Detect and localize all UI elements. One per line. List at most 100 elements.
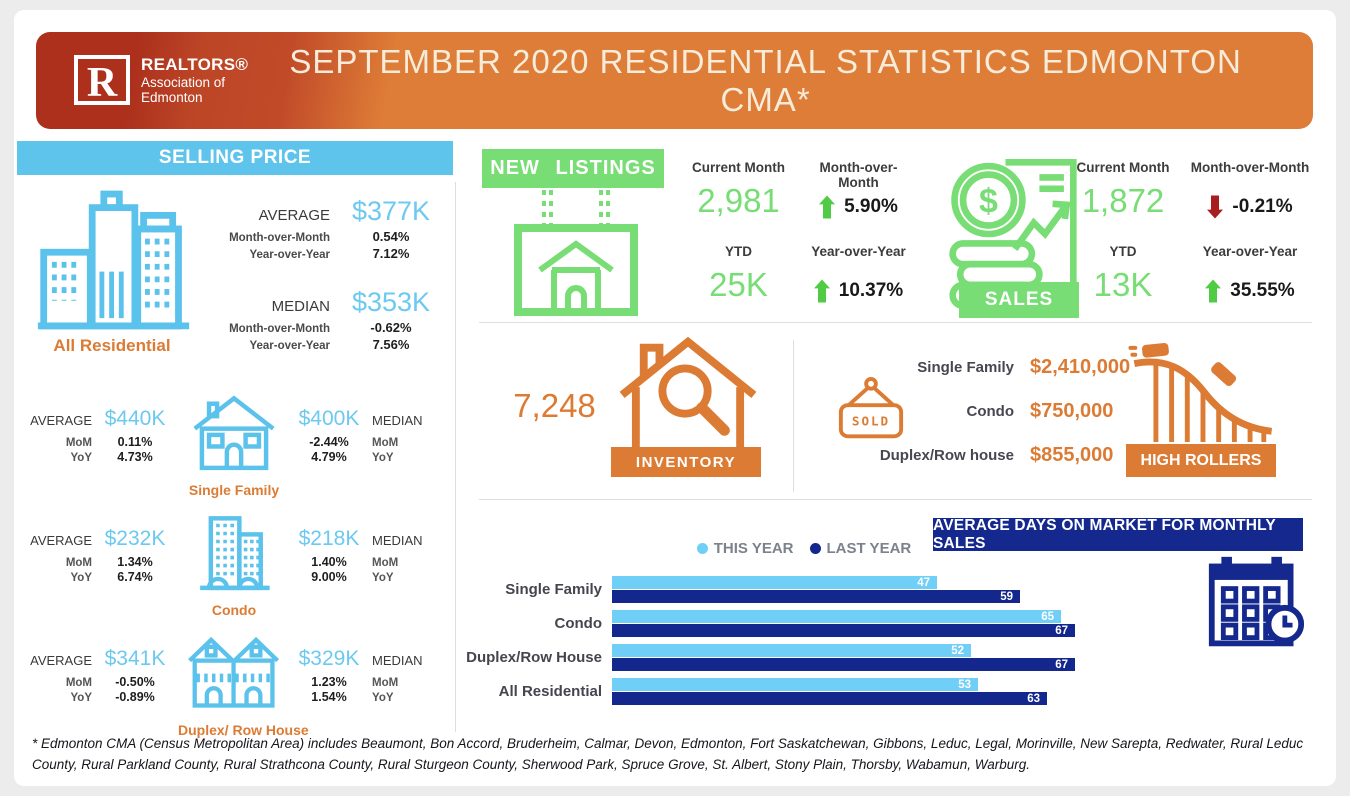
- sales-yoy: 35.55%: [1230, 280, 1295, 301]
- current-month-label: Current Month: [692, 160, 785, 175]
- average-label: AVERAGE: [258, 207, 330, 224]
- chart-bar: 63: [612, 692, 1047, 705]
- section-divider: [479, 322, 1312, 323]
- legend-dot-icon: [809, 543, 821, 554]
- average-label: AVERAGE: [30, 653, 92, 668]
- bar-value: 63: [1027, 692, 1040, 705]
- duplex-icon: [188, 636, 280, 708]
- mom-label: MoM: [372, 557, 399, 569]
- yoy-value: -0.89%: [115, 690, 155, 704]
- yoy-label: Year-over-Year: [1202, 244, 1298, 259]
- median-label: MEDIAN: [372, 413, 423, 428]
- inventory-count: 7,248: [513, 387, 596, 424]
- sales-mom: -0.21%: [1232, 196, 1293, 217]
- high-roller-value: $855,000: [1030, 444, 1114, 466]
- all-residential-stats: AVERAGE $377K Month-over-Month 0.54% Year-…: [212, 196, 452, 354]
- new-listings-current-month: 2,981: [697, 182, 780, 219]
- high-roller-label: Single Family: [917, 359, 1014, 376]
- yoy-value: 1.54%: [311, 690, 347, 704]
- yoy-value: 7.56%: [372, 337, 410, 352]
- selling-price-row-duplex: AVERAGE $341K MoM -0.50% YoY -0.89% Duplex/…: [28, 633, 440, 745]
- average-price: $377K: [351, 196, 431, 226]
- average-price: $440K: [104, 407, 166, 430]
- current-month-label: Current Month: [1076, 160, 1170, 175]
- calendar-clock-icon: [1208, 556, 1305, 647]
- median-price: $400K: [298, 407, 360, 430]
- new-listings-yoy: 10.37%: [838, 280, 904, 301]
- trend-arrow-icon: [819, 195, 836, 219]
- chart-row: All Residential 53 63: [454, 678, 1314, 705]
- legend-item-last-year: LAST YEAR: [809, 540, 911, 557]
- high-roller-label: Duplex/Row house: [879, 447, 1014, 464]
- page-title: SEPTEMBER 2020 RESIDENTIAL STATISTICS ED…: [289, 42, 1242, 118]
- bar-value: 65: [1041, 610, 1054, 623]
- section-divider: [479, 499, 1312, 500]
- yoy-value: 6.74%: [117, 570, 153, 584]
- sales-current-month: 1,872: [1081, 182, 1165, 219]
- new-listings-sign-icon: [514, 190, 638, 316]
- chart-bar: 65: [612, 610, 1061, 623]
- mom-label: Month-over-Month: [1190, 160, 1310, 175]
- yoy-label: YoY: [372, 572, 394, 584]
- ytd-label: YTD: [1109, 244, 1137, 259]
- vertical-divider: [455, 182, 456, 732]
- roller-coaster-icon: [1128, 342, 1273, 443]
- property-name: Single Family: [188, 482, 280, 498]
- median-price: $218K: [298, 527, 360, 550]
- mom-value: -0.62%: [370, 320, 412, 335]
- mom-label: MoM: [65, 437, 92, 449]
- mom-value: 0.11%: [117, 435, 153, 449]
- realtors-r-icon: R: [74, 55, 130, 106]
- high-rollers-banner: HIGH ROLLERS: [1126, 444, 1276, 477]
- chart-bar: 47: [612, 576, 937, 589]
- sales-banner: SALES: [959, 282, 1079, 318]
- mom-label: MoM: [65, 677, 92, 689]
- sales-stats: Current Month Month-over-Month 1,872 -0.…: [1062, 160, 1316, 316]
- yoy-value: 9.00%: [311, 570, 347, 584]
- chart-category-label: All Residential: [498, 683, 602, 700]
- bar-value: 59: [1000, 590, 1013, 603]
- chart-category-label: Single Family: [505, 581, 602, 598]
- legend-dot-icon: [696, 543, 708, 554]
- logo-brand: REALTORS®: [141, 55, 249, 75]
- median-label: MEDIAN: [271, 298, 330, 315]
- yoy-label: YoY: [372, 692, 394, 704]
- mom-label: MoM: [65, 557, 92, 569]
- selling-price-banner: SELLING PRICE: [17, 141, 453, 175]
- yoy-value: 4.73%: [117, 450, 153, 464]
- infographic-card: R REALTORS® Association of Edmonton SEPT…: [14, 10, 1336, 786]
- bar-value: 67: [1055, 624, 1068, 637]
- average-price: $341K: [104, 647, 166, 670]
- list-item: Duplex/Row house $855,000: [872, 444, 1134, 467]
- vertical-divider: [793, 340, 794, 492]
- single-family-house-icon: [193, 395, 275, 471]
- yoy-label: YoY: [70, 572, 92, 584]
- mom-label: Month-over-Month: [819, 160, 898, 190]
- chart-row: Duplex/Row House 52 67: [454, 644, 1314, 671]
- mom-value: 0.54%: [372, 229, 410, 244]
- chart-category-label: Condo: [554, 615, 602, 632]
- chart-bar: 67: [612, 624, 1075, 637]
- yoy-label: YoY: [70, 692, 92, 704]
- bar-value: 53: [958, 678, 971, 691]
- yoy-value: 4.79%: [311, 450, 347, 464]
- buildings-icon: [37, 190, 190, 330]
- yoy-label: Year-over-Year: [249, 340, 330, 352]
- chart-category-label: Duplex/Row House: [466, 649, 602, 666]
- mom-label: MoM: [372, 677, 399, 689]
- selling-price-row-condo: AVERAGE $232K MoM 1.34% YoY 6.74% Condo: [28, 513, 440, 625]
- sold-sign-text: SOLD: [852, 414, 890, 429]
- mom-value: 1.23%: [311, 675, 347, 689]
- bar-value: 52: [951, 644, 964, 657]
- yoy-value: 7.12%: [372, 246, 410, 261]
- logo-text: REALTORS® Association of Edmonton: [141, 55, 248, 106]
- trend-arrow-icon: [1207, 195, 1224, 219]
- condo-icon: [200, 516, 270, 591]
- average-price: $232K: [104, 527, 166, 550]
- logo-line2: Edmonton: [141, 90, 203, 106]
- median-label: MEDIAN: [372, 533, 423, 548]
- chart-row: Condo 65 67: [454, 610, 1314, 637]
- footnote: * Edmonton CMA (Census Metropolitan Area…: [32, 736, 1304, 772]
- sales-ytd: 13K: [1093, 266, 1153, 303]
- new-listings-ytd: 25K: [709, 266, 768, 303]
